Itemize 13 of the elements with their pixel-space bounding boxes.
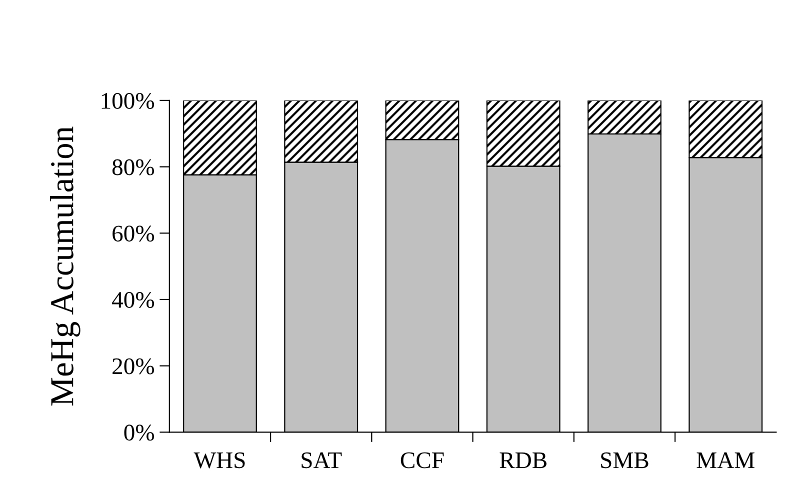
x-tick-label: MAM <box>696 452 754 468</box>
x-tick-label: RDB <box>500 452 546 468</box>
y-tick-label: 0% <box>124 424 154 441</box>
x-tick-label: SMB <box>601 452 648 468</box>
y-tick-label: 40% <box>112 292 154 308</box>
y-tick-label: 80% <box>112 159 154 176</box>
y-axis-title: MeHg Accumulation <box>50 126 80 406</box>
x-tick-label: CCF <box>400 452 444 468</box>
y-tick-label: 20% <box>112 358 154 374</box>
x-tick-label: WHS <box>194 452 245 468</box>
y-tick-label: 60% <box>112 226 154 242</box>
x-tick-label: SAT <box>302 452 342 468</box>
y-tick-label: 100% <box>102 92 154 109</box>
